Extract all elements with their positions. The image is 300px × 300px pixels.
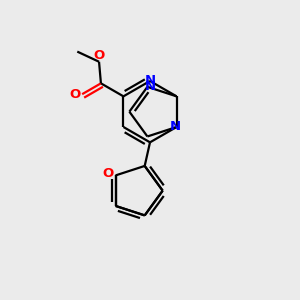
Text: O: O [93, 49, 105, 62]
Text: N: N [169, 121, 181, 134]
Text: O: O [69, 88, 80, 101]
Text: N: N [144, 74, 156, 88]
Text: N: N [145, 80, 156, 93]
Text: O: O [103, 167, 114, 180]
